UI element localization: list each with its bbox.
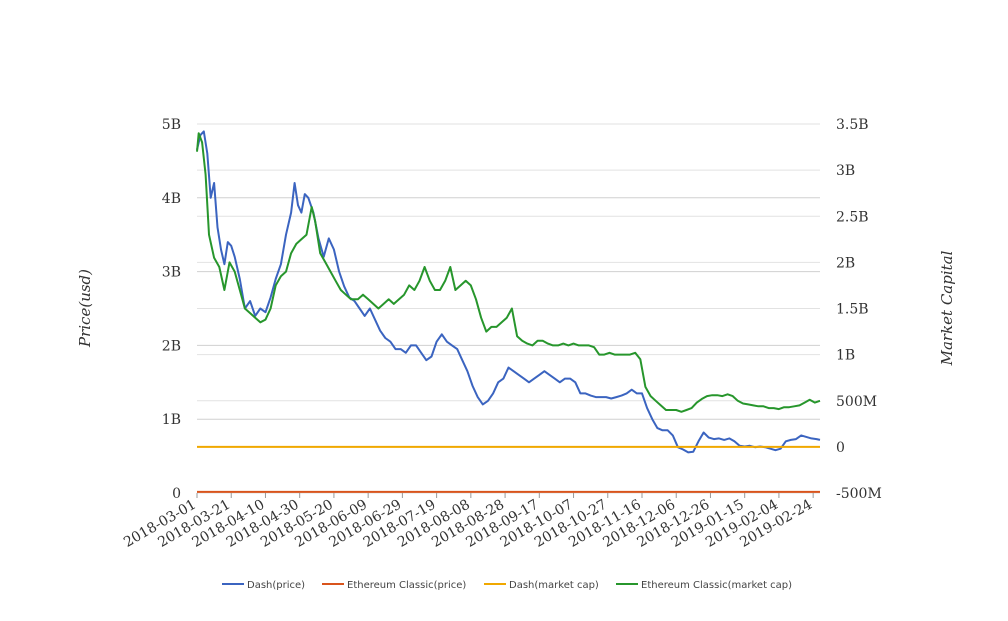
right-tick-label: 3B (836, 163, 855, 179)
left-tick-label: 4B (162, 191, 181, 207)
right-tick-label: -500M (836, 486, 882, 502)
series-layer (196, 130, 821, 493)
right-tick-label: 2B (836, 255, 855, 271)
legend-label: Dash(price) (247, 580, 305, 591)
legend-label: Dash(market cap) (509, 580, 599, 591)
left-tick-label: 2B (162, 338, 181, 354)
series-line-4 (196, 132, 821, 413)
right-tick-label: 3.5B (836, 117, 869, 133)
left-tick-label: 5B (162, 117, 181, 133)
right-tick-label: 0 (836, 440, 845, 456)
right-tick-label: 1.5B (836, 302, 869, 318)
right-tick-label: 500M (836, 394, 877, 410)
series-line-1 (196, 130, 821, 454)
legend-label: Ethereum Classic(market cap) (641, 580, 792, 591)
legend-label: Ethereum Classic(price) (347, 580, 466, 591)
grid-layer (197, 123, 820, 494)
left-tick-label: 3B (162, 265, 181, 281)
right-axis-title: Market Capital (938, 250, 956, 366)
legend: Dash(price) Ethereum Classic(price) Dash(m… (222, 580, 792, 591)
left-tick-label: 1B (162, 412, 181, 428)
left-tick-label: 0 (172, 486, 181, 502)
left-axis-title: Price(usd) (76, 269, 94, 348)
right-tick-label: 1B (836, 348, 855, 364)
axis-layer: 01B2B3B4B5B-500M0500M1B1.5B2B2.5B3B3.5B2… (121, 117, 882, 551)
right-tick-label: 2.5B (836, 209, 869, 225)
